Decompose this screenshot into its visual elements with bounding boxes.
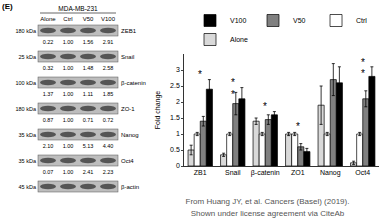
svg-text:2.10: 2.10 (43, 143, 54, 149)
svg-text:0.22: 0.22 (43, 39, 54, 45)
svg-text:*: * (231, 77, 235, 88)
svg-text:0.32: 0.32 (43, 65, 54, 71)
svg-text:(E): (E) (2, 2, 13, 11)
svg-text:180 kDa: 180 kDa (16, 106, 37, 112)
svg-text:*: * (361, 68, 365, 79)
svg-text:25 kDa: 25 kDa (19, 54, 37, 60)
svg-text:Alone: Alone (230, 36, 248, 43)
svg-text:β-catenin: β-catenin (121, 80, 146, 86)
svg-text:1.00: 1.00 (63, 65, 74, 71)
svg-text:1.56: 1.56 (83, 39, 94, 45)
svg-text:V100: V100 (230, 17, 246, 24)
svg-text:ZEB1: ZEB1 (121, 28, 137, 34)
svg-text:ZO1: ZO1 (291, 169, 305, 176)
svg-text:Snail: Snail (121, 54, 134, 60)
svg-text:*: * (231, 89, 235, 100)
svg-text:1.00: 1.00 (63, 169, 74, 175)
svg-text:Ctrl: Ctrl (356, 17, 367, 24)
svg-text:*: * (361, 57, 365, 68)
svg-text:5.13: 5.13 (83, 143, 94, 149)
svg-text:2.58: 2.58 (103, 65, 114, 71)
svg-text:2.5: 2.5 (170, 82, 180, 89)
svg-text:Alone: Alone (40, 16, 56, 22)
svg-text:Nanog: Nanog (320, 169, 341, 177)
svg-text:0.71: 0.71 (83, 117, 94, 123)
svg-text:1.48: 1.48 (83, 65, 94, 71)
svg-text:ZO-1: ZO-1 (121, 106, 135, 112)
svg-text:Oct4: Oct4 (121, 158, 134, 164)
svg-text:2: 2 (176, 98, 180, 105)
svg-text:100 kDa: 100 kDa (16, 80, 37, 86)
svg-text:1.37: 1.37 (43, 91, 54, 97)
svg-text:Fold change: Fold change (154, 91, 162, 130)
svg-text:V50: V50 (293, 17, 306, 24)
svg-text:1.85: 1.85 (103, 91, 114, 97)
svg-text:1.5: 1.5 (170, 114, 180, 121)
svg-text:0: 0 (176, 162, 180, 169)
svg-text:35 kDa: 35 kDa (19, 132, 37, 138)
svg-text:V100: V100 (101, 16, 116, 22)
svg-text:1.00: 1.00 (63, 39, 74, 45)
html-text:Shown under license agreement: Shown under license agreement via CiteAb (190, 209, 345, 218)
svg-text:1.00: 1.00 (63, 117, 74, 123)
svg-text:β-actin: β-actin (121, 184, 139, 190)
svg-text:1.00: 1.00 (63, 143, 74, 149)
svg-text:0.07: 0.07 (43, 169, 54, 175)
svg-text:0.5: 0.5 (170, 146, 180, 153)
svg-text:ZB1: ZB1 (194, 169, 207, 176)
svg-text:1.00: 1.00 (63, 91, 74, 97)
svg-text:4.40: 4.40 (103, 143, 114, 149)
svg-text:3: 3 (176, 66, 180, 73)
svg-text:MDA-MB-231: MDA-MB-231 (58, 5, 98, 12)
svg-text:1.11: 1.11 (83, 91, 93, 97)
svg-text:*: * (296, 121, 300, 132)
svg-text:45 kDa: 45 kDa (19, 184, 37, 190)
svg-text:*: * (198, 69, 202, 80)
svg-text:35 kDa: 35 kDa (19, 158, 37, 164)
svg-text:2.41: 2.41 (83, 169, 94, 175)
html-text:From Huang JY, et al. Cancers: From Huang JY, et al. Cancers (Basel) (2… (185, 197, 350, 206)
svg-text:180 kDa: 180 kDa (16, 28, 37, 34)
svg-text:β-catenin: β-catenin (251, 169, 280, 177)
svg-text:2.23: 2.23 (103, 169, 114, 175)
svg-text:0.72: 0.72 (103, 117, 114, 123)
svg-text:Nanog: Nanog (121, 132, 139, 138)
svg-text:Ctrl: Ctrl (63, 16, 72, 22)
svg-text:V50: V50 (83, 16, 94, 22)
svg-text:Snail: Snail (225, 169, 241, 176)
svg-text:Oct4: Oct4 (355, 169, 370, 176)
svg-text:1: 1 (176, 130, 180, 137)
svg-text:*: * (263, 101, 267, 112)
svg-text:0.87: 0.87 (43, 117, 54, 123)
svg-text:2.91: 2.91 (103, 39, 114, 45)
